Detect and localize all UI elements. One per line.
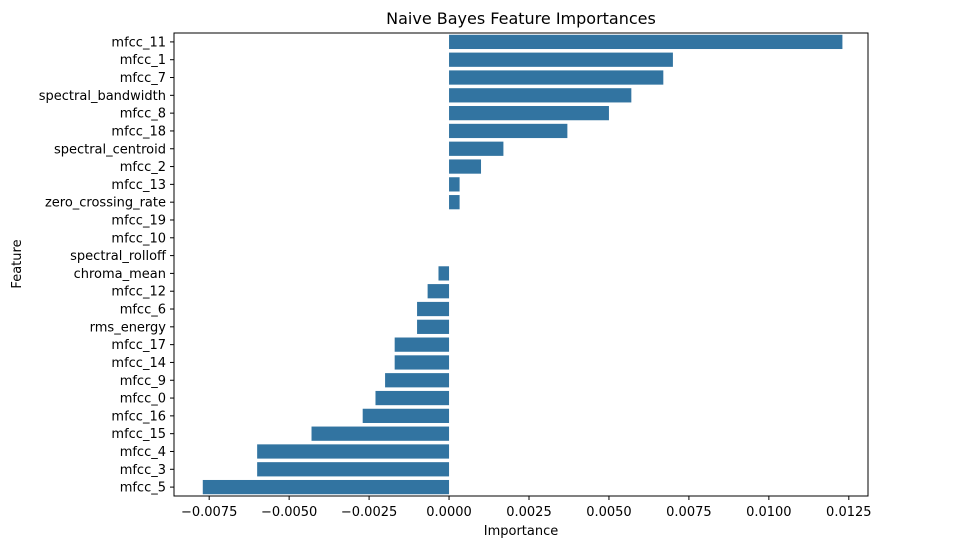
- x-tick-label: −0.0050: [261, 505, 317, 520]
- bar-mfcc_1: [449, 52, 673, 67]
- bar-mfcc_2: [449, 159, 482, 174]
- y-tick-label: mfcc_14: [111, 356, 166, 371]
- bar-mfcc_17: [394, 337, 450, 352]
- y-tick-label: mfcc_17: [111, 338, 166, 353]
- y-tick-label: mfcc_12: [111, 285, 166, 300]
- bar-mfcc_0: [375, 390, 450, 406]
- y-tick-label: mfcc_3: [120, 463, 166, 478]
- bar-mfcc_18: [449, 123, 568, 139]
- y-tick-label: rms_energy: [90, 320, 167, 335]
- y-tick-label: mfcc_8: [120, 107, 166, 122]
- bar-mfcc_12: [427, 284, 450, 299]
- x-tick-label: 0.0000: [426, 505, 472, 520]
- y-tick-label: mfcc_15: [111, 427, 166, 442]
- chart-title: Naive Bayes Feature Importances: [386, 9, 656, 28]
- y-tick-label: mfcc_2: [120, 160, 166, 175]
- x-axis-label: Importance: [484, 524, 559, 539]
- y-tick-label: zero_crossing_rate: [45, 196, 166, 211]
- bar-mfcc_9: [385, 373, 450, 388]
- x-tick-label: −0.0075: [181, 505, 237, 520]
- bar-mfcc_11: [449, 34, 843, 50]
- x-tick-group: −0.0075 −0.0050 −0.0025 0.0000 0.0025 0.0050 0…: [181, 496, 872, 520]
- y-tick-label: spectral_centroid: [54, 142, 166, 157]
- bar-mfcc_15: [311, 426, 450, 441]
- y-tick-label: mfcc_18: [111, 124, 166, 139]
- x-tick-label: 0.0025: [506, 505, 552, 520]
- x-tick-label: 0.0100: [746, 505, 792, 520]
- bar-chroma_mean: [438, 266, 450, 281]
- x-tick-label: −0.0025: [341, 505, 397, 520]
- bar-mfcc_16: [362, 408, 450, 423]
- x-tick-label: 0.0125: [826, 505, 872, 520]
- x-tick-label: 0.0050: [586, 505, 632, 520]
- y-tick-label: mfcc_11: [111, 35, 166, 50]
- y-tick-label: mfcc_6: [120, 303, 166, 318]
- y-axis-label: Feature: [10, 239, 25, 288]
- bar-mfcc_13: [449, 177, 460, 192]
- y-tick-label: mfcc_7: [120, 71, 166, 86]
- bar-mfcc_3: [257, 462, 450, 477]
- bar-mfcc_8: [449, 106, 609, 121]
- bar-mfcc_6: [417, 301, 450, 317]
- bar-zero_crossing_rate: [449, 195, 460, 210]
- y-tick-label: chroma_mean: [74, 267, 166, 282]
- y-tick-label: mfcc_0: [120, 392, 166, 407]
- x-tick-label: 0.0075: [666, 505, 712, 520]
- bar-mfcc_5: [202, 479, 450, 495]
- y-tick-label: mfcc_9: [120, 374, 166, 389]
- plot-frame: [173, 32, 869, 497]
- bar-mfcc_7: [449, 70, 664, 85]
- y-tick-label: mfcc_5: [120, 481, 166, 496]
- y-tick-label: spectral_bandwidth: [39, 89, 166, 104]
- bar-spectral_bandwidth: [449, 88, 632, 103]
- y-tick-label: mfcc_10: [111, 231, 166, 246]
- y-tick-label: mfcc_13: [111, 178, 166, 193]
- bar-rms_energy: [417, 319, 450, 334]
- bar-spectral_centroid: [449, 141, 504, 156]
- y-tick-label: spectral_rolloff: [70, 249, 167, 264]
- y-tick-group: mfcc_11 mfcc_1 mfcc_7 spectral_bandwidthmfc…: [39, 35, 174, 496]
- y-tick-label: mfcc_16: [111, 409, 166, 424]
- bar-mfcc_4: [257, 444, 450, 459]
- bar-mfcc_14: [394, 355, 450, 370]
- y-tick-label: mfcc_4: [120, 445, 166, 460]
- bars-group: [202, 34, 843, 495]
- y-tick-label: mfcc_19: [111, 213, 166, 228]
- y-tick-label: mfcc_1: [120, 53, 166, 68]
